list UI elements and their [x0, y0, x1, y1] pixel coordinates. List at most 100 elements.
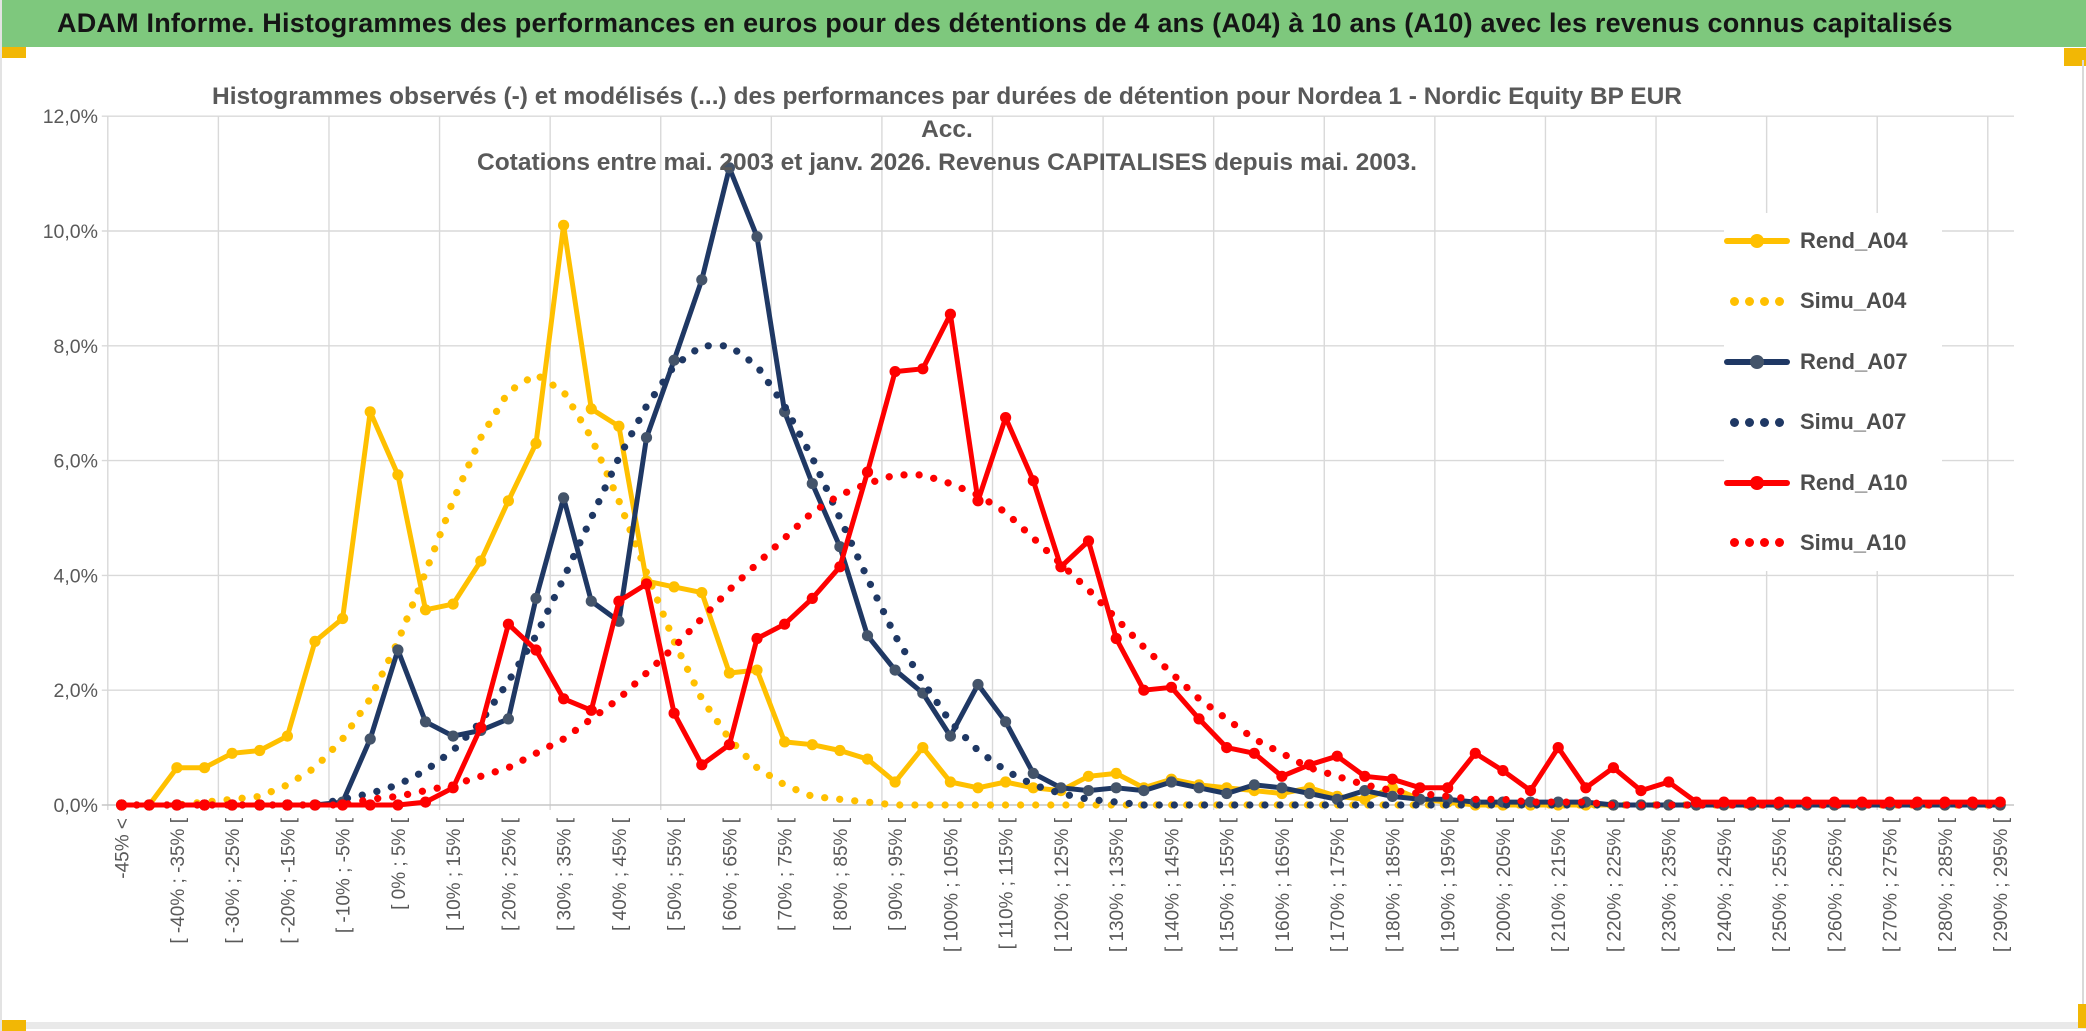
data-point-marker[interactable] — [723, 667, 736, 679]
data-point-marker[interactable] — [1000, 776, 1012, 788]
data-point-marker[interactable] — [337, 612, 349, 625]
data-point-marker[interactable] — [861, 466, 874, 478]
data-point-marker[interactable] — [475, 555, 487, 567]
data-point-marker[interactable] — [1276, 770, 1288, 782]
data-point-marker[interactable] — [1000, 412, 1012, 424]
data-point-marker[interactable] — [861, 753, 874, 765]
data-point-marker[interactable] — [1718, 796, 1730, 808]
data-point-marker[interactable] — [723, 739, 736, 751]
data-point-marker[interactable] — [751, 632, 763, 645]
data-point-marker[interactable] — [1110, 782, 1122, 794]
data-point-marker[interactable] — [530, 437, 542, 449]
data-point-marker[interactable] — [1386, 790, 1398, 803]
data-point-marker[interactable] — [779, 736, 791, 748]
data-point-marker[interactable] — [1607, 762, 1619, 774]
legend-entry-rend_a07[interactable]: Rend_A07 — [1724, 340, 1942, 384]
data-point-marker[interactable] — [917, 363, 929, 375]
data-point-marker[interactable] — [613, 595, 625, 607]
data-point-marker[interactable] — [364, 733, 376, 745]
data-point-marker[interactable] — [1303, 787, 1316, 800]
data-point-marker[interactable] — [1276, 782, 1288, 794]
data-point-marker[interactable] — [1082, 770, 1095, 782]
data-point-marker[interactable] — [1221, 787, 1233, 800]
data-point-marker[interactable] — [668, 581, 680, 593]
data-point-marker[interactable] — [972, 495, 984, 507]
data-point-marker[interactable] — [447, 598, 459, 610]
data-point-marker[interactable] — [1580, 782, 1592, 794]
data-point-marker[interactable] — [751, 664, 763, 676]
data-point-marker[interactable] — [1221, 742, 1233, 754]
data-point-marker[interactable] — [585, 704, 597, 716]
data-point-marker[interactable] — [1359, 785, 1371, 797]
data-point-marker[interactable] — [1027, 475, 1039, 487]
data-point-marker[interactable] — [696, 759, 708, 771]
data-point-marker[interactable] — [972, 782, 984, 794]
data-point-marker[interactable] — [696, 274, 708, 286]
legend-entry-rend_a10[interactable]: Rend_A10 — [1724, 461, 1942, 505]
data-point-marker[interactable] — [723, 162, 736, 174]
data-point-marker[interactable] — [1193, 782, 1205, 794]
data-point-marker[interactable] — [254, 744, 266, 757]
data-point-marker[interactable] — [668, 707, 680, 719]
data-point-marker[interactable] — [171, 799, 183, 811]
data-point-marker[interactable] — [392, 469, 404, 481]
data-point-marker[interactable] — [944, 730, 957, 742]
data-point-marker[interactable] — [1082, 785, 1095, 797]
data-point-marker[interactable] — [1138, 684, 1150, 696]
data-point-marker[interactable] — [1386, 782, 1398, 794]
series-rend_a04[interactable] — [116, 219, 2006, 811]
data-point-marker[interactable] — [834, 561, 846, 573]
data-point-marker[interactable] — [1524, 785, 1537, 797]
data-point-marker[interactable] — [502, 618, 514, 630]
data-point-marker[interactable] — [558, 219, 570, 231]
data-point-marker[interactable] — [419, 716, 432, 728]
data-point-marker[interactable] — [281, 730, 293, 742]
data-point-marker[interactable] — [419, 796, 432, 808]
data-point-marker[interactable] — [889, 366, 901, 378]
data-point-marker[interactable] — [944, 776, 957, 788]
data-point-marker[interactable] — [889, 664, 901, 676]
data-point-marker[interactable] — [447, 730, 459, 742]
data-point-marker[interactable] — [668, 354, 680, 366]
data-point-marker[interactable] — [1138, 785, 1150, 797]
series-line-solid[interactable] — [119, 222, 2003, 808]
data-point-marker[interactable] — [751, 231, 763, 243]
data-point-marker[interactable] — [558, 492, 570, 504]
data-point-marker[interactable] — [696, 587, 708, 599]
legend-entry-simu_a04[interactable]: Simu_A04 — [1724, 279, 1942, 323]
data-point-marker[interactable] — [1248, 747, 1260, 759]
data-point-marker[interactable] — [1027, 782, 1039, 794]
data-point-marker[interactable] — [502, 495, 514, 507]
series-line-dotted[interactable] — [118, 471, 2004, 809]
data-point-marker[interactable] — [1359, 770, 1371, 782]
data-point-marker[interactable] — [502, 713, 514, 725]
data-point-marker[interactable] — [1497, 765, 1509, 777]
data-point-marker[interactable] — [198, 762, 211, 774]
data-point-marker[interactable] — [364, 406, 376, 418]
data-point-marker[interactable] — [1165, 681, 1177, 693]
data-point-marker[interactable] — [834, 744, 846, 757]
data-point-marker[interactable] — [779, 618, 791, 630]
data-point-marker[interactable] — [1663, 776, 1675, 788]
data-point-marker[interactable] — [419, 604, 432, 616]
data-point-marker[interactable] — [1193, 713, 1205, 725]
data-point-marker[interactable] — [613, 420, 625, 432]
data-point-marker[interactable] — [1442, 782, 1454, 794]
data-point-marker[interactable] — [309, 635, 321, 648]
data-point-marker[interactable] — [640, 432, 653, 444]
data-point-marker[interactable] — [364, 799, 376, 811]
legend-entry-rend_a04[interactable]: Rend_A04 — [1724, 219, 1942, 263]
series-rend_a10[interactable] — [116, 308, 2006, 811]
data-point-marker[interactable] — [1082, 535, 1095, 547]
data-point-marker[interactable] — [1469, 747, 1481, 759]
data-point-marker[interactable] — [585, 595, 597, 607]
series-line-solid[interactable] — [119, 165, 2003, 808]
data-point-marker[interactable] — [1386, 773, 1398, 785]
data-point-marker[interactable] — [1110, 632, 1122, 645]
data-point-marker[interactable] — [1635, 785, 1647, 797]
data-point-marker[interactable] — [475, 721, 487, 734]
data-point-marker[interactable] — [530, 592, 542, 605]
data-point-marker[interactable] — [392, 799, 404, 811]
data-point-marker[interactable] — [1552, 742, 1564, 754]
data-point-marker[interactable] — [806, 592, 818, 605]
